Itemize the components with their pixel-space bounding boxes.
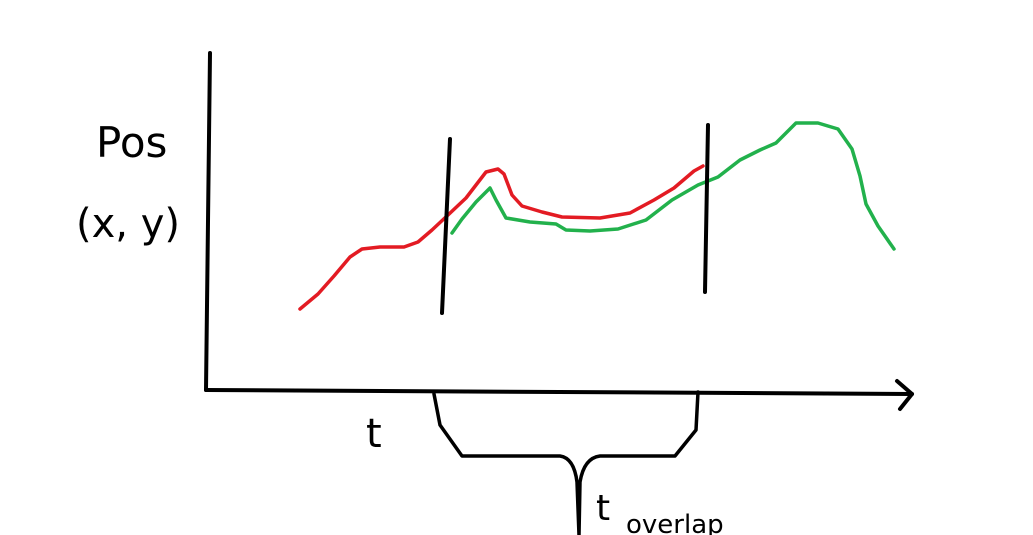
x-axis-label: t xyxy=(366,411,382,457)
overlap-end-marker xyxy=(703,123,710,294)
x-axis-arrowhead xyxy=(895,379,914,411)
trajectory-b-line xyxy=(450,121,896,251)
x-axis xyxy=(204,388,914,396)
overlap-brace xyxy=(432,390,700,535)
overlap-start-marker xyxy=(440,137,452,315)
y-axis-label-line2: (x, y) xyxy=(76,201,180,247)
y-axis xyxy=(204,51,212,392)
overlap-markers xyxy=(440,123,710,315)
overlap-label-base: t xyxy=(596,488,610,529)
overlap-label-subscript: overlap xyxy=(626,510,724,535)
trajectory-a-line xyxy=(298,164,705,311)
axes xyxy=(204,51,914,411)
y-axis-label-line1: Pos xyxy=(96,118,167,167)
